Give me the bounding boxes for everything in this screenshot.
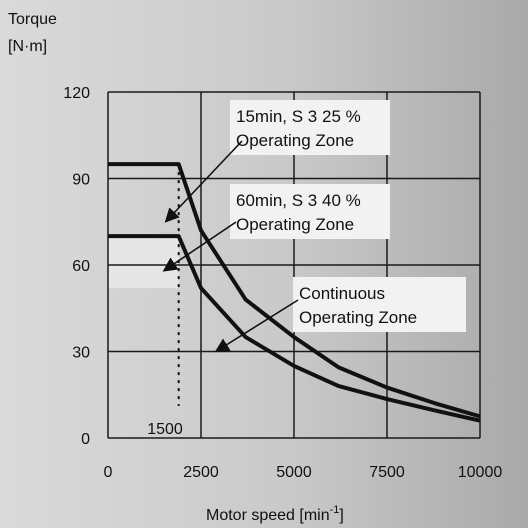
y-tick-label-0: 0 bbox=[81, 431, 90, 448]
x-axis-title-main: Motor speed [min-1] bbox=[206, 504, 344, 524]
x-axis-title-superscript: -1 bbox=[330, 504, 340, 516]
annotation-0: 15min, S 3 25 % Operating Zone bbox=[164, 100, 390, 223]
x-tick-label-4: 10000 bbox=[458, 464, 503, 481]
y-axis-title-line2: [N·m] bbox=[8, 38, 47, 55]
annotation-1: 60min, S 3 40 % Operating Zone bbox=[162, 184, 390, 272]
annotation-line1-1: 60min, S 3 40 % bbox=[236, 191, 361, 210]
x-tick-label-1: 2500 bbox=[183, 464, 219, 481]
y-axis-title-line1: Torque bbox=[8, 11, 57, 28]
annotation-box-2 bbox=[293, 277, 466, 332]
annotation-box-0 bbox=[230, 100, 390, 155]
annotation-arrow-1 bbox=[162, 221, 237, 272]
annotation-arrow-0 bbox=[164, 140, 243, 223]
annotation-arrow-2 bbox=[214, 299, 299, 353]
x-tick-label-2: 5000 bbox=[276, 464, 312, 481]
x-axis-title-tail: ] bbox=[339, 507, 343, 524]
y-tick-label-4: 120 bbox=[63, 85, 90, 102]
annotation-line2-2: Operating Zone bbox=[299, 308, 417, 327]
speed-marker-label: 1500 bbox=[147, 421, 183, 438]
annotation-line2-0: Operating Zone bbox=[236, 131, 354, 150]
series-line-0 bbox=[108, 162, 481, 419]
annotation-line2-1: Operating Zone bbox=[236, 215, 354, 234]
y-tick-label-3: 90 bbox=[72, 172, 90, 189]
annotation-box-1 bbox=[230, 184, 390, 239]
annotation-line1-0: 15min, S 3 25 % bbox=[236, 107, 361, 126]
x-tick-label-3: 7500 bbox=[369, 464, 405, 481]
annotation-line1-2: Continuous bbox=[299, 284, 385, 303]
series-line-1 bbox=[108, 234, 481, 423]
continuous-zone-fill bbox=[108, 236, 179, 289]
y-tick-label-2: 60 bbox=[72, 258, 90, 275]
x-tick-label-0: 0 bbox=[104, 464, 113, 481]
plot-area: 0 2500 5000 7500 10000 0 30 60 90 120 1500 15min, S… bbox=[63, 85, 502, 481]
y-tick-label-1: 30 bbox=[72, 345, 90, 362]
x-axis-title: Motor speed [min-1] bbox=[206, 504, 344, 524]
annotation-2: Continuous Operating Zone bbox=[214, 277, 466, 353]
